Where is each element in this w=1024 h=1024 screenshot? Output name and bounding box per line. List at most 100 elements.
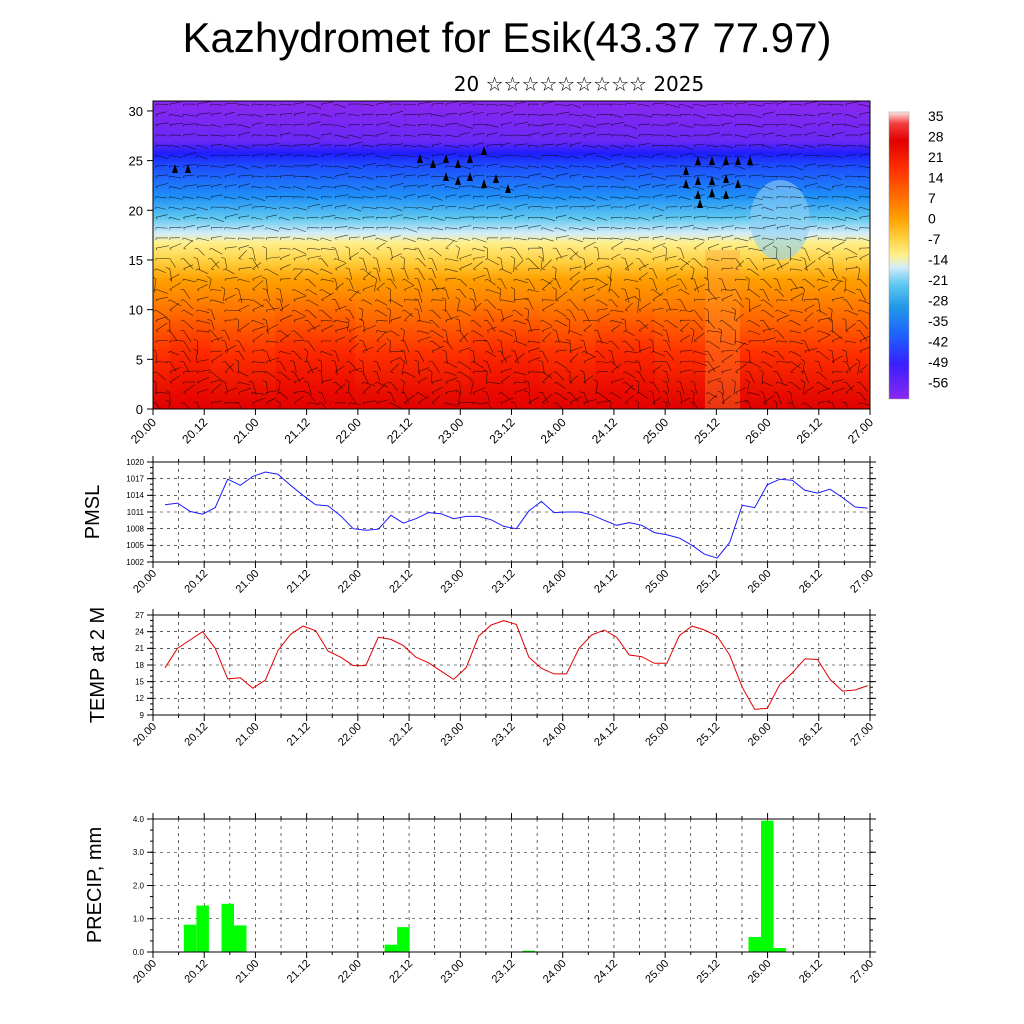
wind-barb (500, 330, 513, 337)
precip-time-tick-label: 24.12 (592, 958, 620, 986)
wind-barb (459, 124, 473, 129)
wind-barb (334, 165, 336, 168)
wind-barb (637, 299, 640, 313)
wind-barb (763, 337, 776, 342)
wind-barb (153, 349, 157, 352)
wind-barb (703, 277, 709, 280)
wind-barb (513, 176, 516, 179)
wind-barb (293, 402, 297, 405)
wind-barb (265, 186, 267, 189)
wind-barb (361, 309, 364, 321)
wind-barb (638, 371, 646, 383)
wind-barb (483, 246, 488, 249)
wind-barb (804, 196, 819, 200)
wind-barb (540, 371, 543, 374)
wind-barb (473, 258, 475, 261)
wind-barb (375, 206, 378, 210)
wind-barb (473, 309, 477, 312)
wind-barb (569, 375, 578, 383)
wind-arrowhead (683, 179, 689, 188)
wind-barb (542, 340, 546, 343)
wind-barb (595, 299, 598, 302)
wind-barb (583, 399, 597, 403)
wind-barb (252, 154, 264, 156)
wind-barb (293, 227, 306, 233)
wind-barb (362, 103, 364, 107)
wind-barb (445, 153, 457, 156)
wind-barb (183, 184, 198, 187)
wind-barb (431, 247, 442, 257)
wind-barb (831, 299, 834, 302)
wind-barb (555, 402, 563, 409)
wind-barb (693, 289, 697, 292)
wind-barb (666, 392, 670, 407)
wind-barb (238, 206, 240, 210)
wind-barb (211, 353, 223, 362)
wind-barb (693, 309, 703, 322)
wind-barb (514, 196, 516, 199)
wind-barb (625, 395, 635, 403)
wind-barb (761, 350, 764, 354)
wind-barb (634, 297, 640, 300)
wind-barb (582, 145, 585, 148)
wind-barb (569, 402, 573, 405)
wind-barb (707, 351, 714, 362)
wind-barb (349, 165, 362, 169)
wind-barb (773, 350, 778, 353)
wind-barb (346, 361, 350, 363)
wind-barb (183, 258, 194, 269)
wind-barb (680, 289, 690, 295)
wind-barb (486, 309, 495, 323)
wind-barb (183, 144, 197, 150)
wind-barb (556, 111, 570, 115)
wind-barb (692, 186, 695, 189)
wind-barb (596, 175, 598, 179)
wind-barb (735, 400, 749, 403)
wind-barb (321, 292, 334, 300)
wind-barb (238, 134, 241, 137)
wind-barb (293, 114, 296, 117)
pmsl-time-tick-label: 20.00 (131, 568, 159, 596)
wind-barb (652, 248, 655, 251)
time-axis-top: 20.00 20.12 21.00 21.12 22.00 22.12 23.00 23.12… (128, 409, 876, 446)
wind-barb (761, 371, 764, 385)
wind-barb (293, 102, 305, 105)
wind-barb (690, 327, 695, 331)
wind-barb (180, 402, 184, 404)
wind-barb (169, 175, 182, 179)
wind-barb (306, 186, 309, 189)
wind-barb (528, 278, 536, 290)
cold-intrusion (750, 180, 810, 260)
wind-barb (859, 114, 861, 117)
wind-barb (693, 402, 698, 409)
wind-barb (637, 103, 640, 107)
wind-barb (804, 182, 818, 187)
wind-barb (390, 143, 404, 146)
wind-barb (707, 145, 709, 148)
wind-barb (818, 402, 820, 405)
wind-barb (445, 134, 459, 138)
wind-barb (335, 248, 340, 260)
wind-barb (455, 380, 460, 383)
wind-barb (734, 237, 736, 240)
temp-y-tick-label: 18 (135, 661, 144, 670)
wind-barb (445, 361, 458, 369)
wind-barb (155, 103, 169, 105)
wind-barb (459, 111, 473, 115)
wind-barb (855, 358, 860, 362)
wind-barb (486, 361, 492, 373)
wind-barb (693, 258, 704, 268)
wind-barb (194, 247, 198, 250)
wind-barb (280, 350, 291, 355)
wind-barb (761, 381, 764, 384)
warm-column (470, 300, 540, 409)
wind-barb (541, 175, 543, 179)
wind-barb (514, 392, 517, 395)
wind-barb (746, 289, 750, 291)
wind-barb (665, 114, 667, 117)
wind-barb (487, 258, 500, 266)
wind-barb (828, 307, 833, 311)
wind-barb (542, 361, 545, 374)
wind-barb (776, 299, 788, 301)
wind-barb (621, 318, 626, 321)
